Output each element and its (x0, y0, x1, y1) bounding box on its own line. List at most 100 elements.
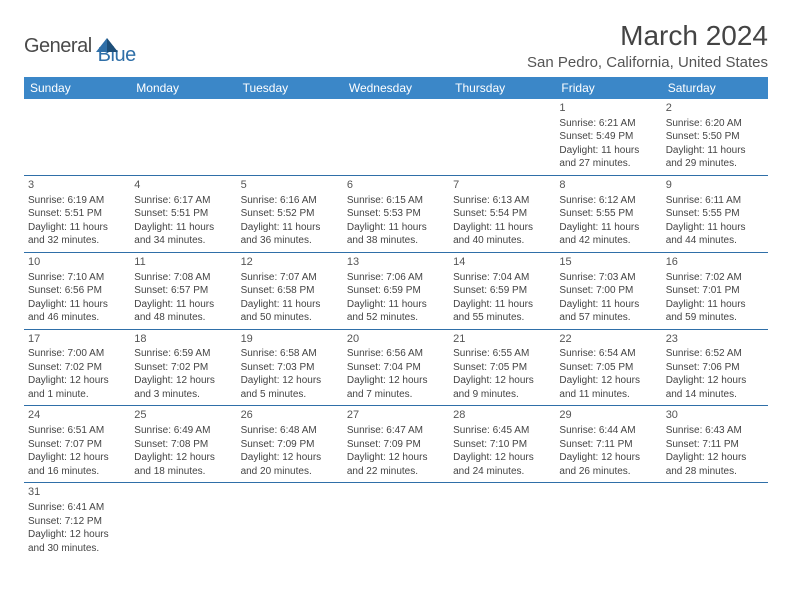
cell-line: and 7 minutes. (347, 388, 445, 402)
cell-line: Sunset: 7:10 PM (453, 438, 551, 452)
cell-line: Sunset: 7:12 PM (28, 515, 126, 529)
calendar-cell: 29Sunrise: 6:44 AMSunset: 7:11 PMDayligh… (555, 406, 661, 483)
cell-line: Sunrise: 6:51 AM (28, 424, 126, 438)
cell-line: Sunset: 5:55 PM (559, 207, 657, 221)
day-header: Wednesday (343, 77, 449, 99)
cell-line: Sunrise: 6:54 AM (559, 347, 657, 361)
day-number: 20 (347, 332, 445, 347)
cell-line: and 18 minutes. (134, 465, 232, 479)
cell-line: and 38 minutes. (347, 234, 445, 248)
cell-line: and 9 minutes. (453, 388, 551, 402)
day-number: 21 (453, 332, 551, 347)
cell-line: Sunset: 5:55 PM (666, 207, 764, 221)
calendar-cell: 25Sunrise: 6:49 AMSunset: 7:08 PMDayligh… (130, 406, 236, 483)
cell-line: Sunrise: 6:58 AM (241, 347, 339, 361)
calendar-cell (449, 483, 555, 559)
cell-line: Sunset: 6:58 PM (241, 284, 339, 298)
cell-line: Sunrise: 6:52 AM (666, 347, 764, 361)
day-number: 11 (134, 255, 232, 270)
cell-line: and 14 minutes. (666, 388, 764, 402)
day-number: 24 (28, 408, 126, 423)
cell-line: and 30 minutes. (28, 542, 126, 556)
calendar-cell (130, 483, 236, 559)
day-number: 12 (241, 255, 339, 270)
cell-line: Sunrise: 6:47 AM (347, 424, 445, 438)
day-number: 28 (453, 408, 551, 423)
day-number: 23 (666, 332, 764, 347)
cell-line: Sunrise: 6:55 AM (453, 347, 551, 361)
cell-line: Daylight: 12 hours (134, 374, 232, 388)
cell-line: Sunrise: 6:15 AM (347, 194, 445, 208)
calendar-cell: 6Sunrise: 6:15 AMSunset: 5:53 PMDaylight… (343, 175, 449, 252)
cell-line: Sunset: 7:01 PM (666, 284, 764, 298)
cell-line: Sunrise: 6:16 AM (241, 194, 339, 208)
calendar-cell: 2Sunrise: 6:20 AMSunset: 5:50 PMDaylight… (662, 99, 768, 175)
cell-line: Sunrise: 7:06 AM (347, 271, 445, 285)
calendar-cell: 7Sunrise: 6:13 AMSunset: 5:54 PMDaylight… (449, 175, 555, 252)
calendar-cell: 11Sunrise: 7:08 AMSunset: 6:57 PMDayligh… (130, 252, 236, 329)
cell-line: Sunset: 5:51 PM (134, 207, 232, 221)
calendar-cell: 9Sunrise: 6:11 AMSunset: 5:55 PMDaylight… (662, 175, 768, 252)
cell-line: Sunset: 5:54 PM (453, 207, 551, 221)
day-number: 3 (28, 178, 126, 193)
cell-line: Daylight: 12 hours (559, 374, 657, 388)
cell-line: Sunset: 7:02 PM (28, 361, 126, 375)
day-header: Monday (130, 77, 236, 99)
cell-line: and 40 minutes. (453, 234, 551, 248)
day-number: 13 (347, 255, 445, 270)
day-number: 18 (134, 332, 232, 347)
calendar-cell: 26Sunrise: 6:48 AMSunset: 7:09 PMDayligh… (237, 406, 343, 483)
day-number: 2 (666, 101, 764, 116)
cell-line: Sunset: 5:49 PM (559, 130, 657, 144)
cell-line: Daylight: 12 hours (666, 451, 764, 465)
calendar-cell: 30Sunrise: 6:43 AMSunset: 7:11 PMDayligh… (662, 406, 768, 483)
cell-line: Sunset: 7:04 PM (347, 361, 445, 375)
cell-line: Sunrise: 6:49 AM (134, 424, 232, 438)
calendar-cell: 1Sunrise: 6:21 AMSunset: 5:49 PMDaylight… (555, 99, 661, 175)
cell-line: and 42 minutes. (559, 234, 657, 248)
day-header: Tuesday (237, 77, 343, 99)
calendar-cell: 21Sunrise: 6:55 AMSunset: 7:05 PMDayligh… (449, 329, 555, 406)
cell-line: Daylight: 12 hours (347, 451, 445, 465)
cell-line: Sunset: 5:52 PM (241, 207, 339, 221)
day-number: 15 (559, 255, 657, 270)
cell-line: Daylight: 12 hours (559, 451, 657, 465)
cell-line: and 36 minutes. (241, 234, 339, 248)
calendar-cell: 17Sunrise: 7:00 AMSunset: 7:02 PMDayligh… (24, 329, 130, 406)
day-number: 14 (453, 255, 551, 270)
calendar-cell (24, 99, 130, 175)
calendar-table: Sunday Monday Tuesday Wednesday Thursday… (24, 77, 768, 559)
calendar-cell: 31Sunrise: 6:41 AMSunset: 7:12 PMDayligh… (24, 483, 130, 559)
cell-line: and 11 minutes. (559, 388, 657, 402)
calendar-cell (237, 483, 343, 559)
cell-line: and 50 minutes. (241, 311, 339, 325)
cell-line: Daylight: 11 hours (134, 221, 232, 235)
cell-line: and 24 minutes. (453, 465, 551, 479)
cell-line: and 55 minutes. (453, 311, 551, 325)
calendar-cell (237, 99, 343, 175)
cell-line: Sunrise: 6:13 AM (453, 194, 551, 208)
logo-mark-icon (96, 36, 118, 52)
cell-line: Daylight: 12 hours (347, 374, 445, 388)
calendar-cell: 13Sunrise: 7:06 AMSunset: 6:59 PMDayligh… (343, 252, 449, 329)
calendar-cell: 16Sunrise: 7:02 AMSunset: 7:01 PMDayligh… (662, 252, 768, 329)
calendar-row: 1Sunrise: 6:21 AMSunset: 5:49 PMDaylight… (24, 99, 768, 175)
calendar-cell (343, 483, 449, 559)
day-number: 27 (347, 408, 445, 423)
cell-line: Sunset: 7:05 PM (453, 361, 551, 375)
cell-line: Daylight: 11 hours (666, 221, 764, 235)
cell-line: Sunrise: 6:19 AM (28, 194, 126, 208)
calendar-cell: 15Sunrise: 7:03 AMSunset: 7:00 PMDayligh… (555, 252, 661, 329)
day-number: 29 (559, 408, 657, 423)
cell-line: and 57 minutes. (559, 311, 657, 325)
day-number: 6 (347, 178, 445, 193)
cell-line: Sunrise: 6:17 AM (134, 194, 232, 208)
calendar-row: 24Sunrise: 6:51 AMSunset: 7:07 PMDayligh… (24, 406, 768, 483)
calendar-cell: 28Sunrise: 6:45 AMSunset: 7:10 PMDayligh… (449, 406, 555, 483)
day-number: 5 (241, 178, 339, 193)
cell-line: and 1 minute. (28, 388, 126, 402)
cell-line: and 27 minutes. (559, 157, 657, 171)
calendar-cell: 23Sunrise: 6:52 AMSunset: 7:06 PMDayligh… (662, 329, 768, 406)
cell-line: Sunrise: 6:45 AM (453, 424, 551, 438)
cell-line: and 16 minutes. (28, 465, 126, 479)
